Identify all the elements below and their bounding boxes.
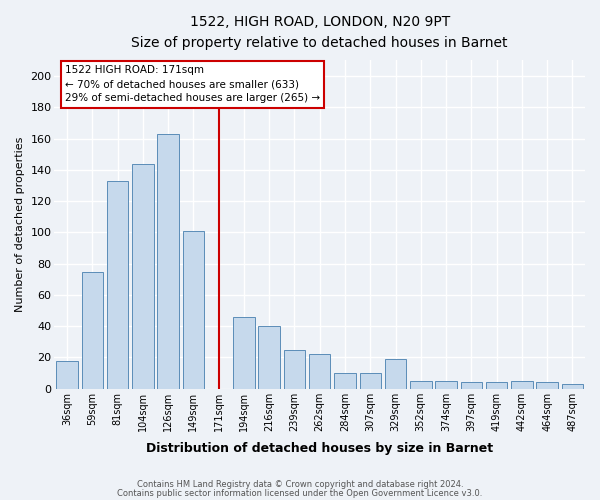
Bar xyxy=(157,134,179,388)
Bar xyxy=(359,373,381,388)
Bar xyxy=(82,272,103,388)
Title: 1522, HIGH ROAD, LONDON, N20 9PT
Size of property relative to detached houses in: 1522, HIGH ROAD, LONDON, N20 9PT Size of… xyxy=(131,15,508,50)
Bar xyxy=(132,164,154,388)
Bar xyxy=(410,381,431,388)
Y-axis label: Number of detached properties: Number of detached properties xyxy=(15,137,25,312)
Bar xyxy=(233,317,254,388)
Bar xyxy=(107,181,128,388)
Text: Contains HM Land Registry data © Crown copyright and database right 2024.: Contains HM Land Registry data © Crown c… xyxy=(137,480,463,489)
Bar xyxy=(56,360,78,388)
Bar xyxy=(385,359,406,388)
Bar xyxy=(461,382,482,388)
Bar xyxy=(334,373,356,388)
Bar xyxy=(511,381,533,388)
Text: Contains public sector information licensed under the Open Government Licence v3: Contains public sector information licen… xyxy=(118,489,482,498)
X-axis label: Distribution of detached houses by size in Barnet: Distribution of detached houses by size … xyxy=(146,442,493,455)
Bar xyxy=(562,384,583,388)
Bar xyxy=(309,354,331,388)
Bar xyxy=(536,382,558,388)
Bar xyxy=(436,381,457,388)
Bar xyxy=(486,382,508,388)
Bar xyxy=(259,326,280,388)
Bar xyxy=(182,231,204,388)
Text: 1522 HIGH ROAD: 171sqm
← 70% of detached houses are smaller (633)
29% of semi-de: 1522 HIGH ROAD: 171sqm ← 70% of detached… xyxy=(65,66,320,104)
Bar xyxy=(284,350,305,389)
